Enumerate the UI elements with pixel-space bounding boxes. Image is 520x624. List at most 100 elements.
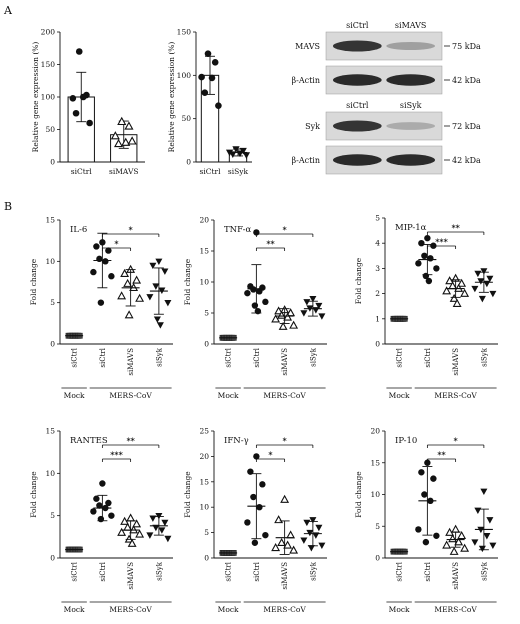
y-tick-label: 3 bbox=[375, 264, 380, 273]
data-point bbox=[86, 119, 93, 127]
chart-il6: 0 5 10 15 Fold change IL-6 siCtrl siCtrl siMAVS s… bbox=[29, 216, 173, 400]
data-point bbox=[433, 532, 440, 539]
data-point bbox=[96, 255, 103, 263]
data-point bbox=[120, 268, 130, 278]
data-point bbox=[427, 255, 434, 262]
lane-label: siMAVS bbox=[395, 21, 427, 30]
data-point bbox=[478, 545, 486, 553]
x-tick-label: siCtrl bbox=[200, 167, 222, 176]
significance-label: * bbox=[283, 225, 288, 235]
size-label: 75 kDa bbox=[452, 42, 481, 51]
x-tick-label: siMAVS bbox=[127, 562, 135, 590]
data-point bbox=[204, 50, 212, 57]
blot-band bbox=[386, 74, 436, 86]
y-tick-label: 15 bbox=[199, 247, 209, 256]
data-point bbox=[277, 537, 287, 547]
data-point bbox=[90, 268, 97, 276]
data-point bbox=[232, 146, 240, 153]
data-point bbox=[93, 495, 100, 502]
syk-blot: siCtrl siSyk Syk 72 kDa β-Actin 42 kDa bbox=[291, 101, 481, 175]
y-tick-label: 0 bbox=[375, 554, 380, 563]
data-point bbox=[471, 285, 479, 293]
data-point bbox=[424, 459, 431, 466]
data-point bbox=[318, 313, 326, 320]
data-point bbox=[75, 48, 83, 55]
x-tick-label: siSyk bbox=[228, 167, 249, 176]
x-tick-label: siCtrl bbox=[396, 561, 404, 581]
mavs-blot: siCtrl siMAVS MAVS 75 kDa β-Actin 42 kDa bbox=[291, 21, 481, 95]
significance-label: * bbox=[454, 436, 459, 446]
data-point bbox=[442, 540, 452, 549]
data-point bbox=[421, 491, 428, 498]
data-point bbox=[97, 515, 105, 523]
group-label: MERS-CoV bbox=[434, 391, 477, 400]
data-point bbox=[90, 508, 97, 515]
data-point bbox=[315, 524, 323, 532]
data-point bbox=[425, 277, 433, 285]
data-point bbox=[474, 270, 482, 278]
panel-label-b: B bbox=[4, 200, 12, 213]
data-point bbox=[121, 137, 131, 146]
y-tick-label: 10 bbox=[45, 469, 55, 478]
y-tick-label: 2 bbox=[375, 289, 380, 298]
data-point bbox=[445, 276, 455, 285]
y-axis-label: Fold change bbox=[183, 258, 192, 305]
group-label: MERS-CoV bbox=[263, 391, 306, 400]
lane-label: siSyk bbox=[400, 101, 422, 110]
y-tick-label: 0 bbox=[204, 554, 209, 563]
group-label: MERS-CoV bbox=[434, 605, 477, 614]
data-point bbox=[135, 529, 145, 538]
data-point bbox=[105, 247, 112, 254]
x-tick-label: siSyk bbox=[309, 561, 317, 581]
significance-label: ** bbox=[266, 239, 275, 249]
data-point bbox=[110, 131, 120, 140]
y-tick-label: 10 bbox=[45, 257, 55, 266]
data-point bbox=[430, 475, 437, 482]
size-label: 42 kDa bbox=[452, 76, 481, 85]
data-point bbox=[460, 288, 470, 297]
data-point bbox=[215, 102, 222, 109]
group-label: Mock bbox=[64, 391, 85, 400]
panel-label-a: A bbox=[3, 4, 13, 17]
data-point bbox=[278, 321, 288, 330]
data-point bbox=[161, 519, 169, 527]
data-point bbox=[286, 530, 296, 539]
significance-label: ** bbox=[437, 450, 446, 460]
data-point bbox=[126, 513, 136, 522]
data-point bbox=[102, 258, 109, 265]
data-point bbox=[289, 545, 299, 554]
chart-tnfa: 0 5 10 15 20 Fold change TNF-α siCtrl siCtrl siMA… bbox=[183, 216, 327, 400]
y-tick-label: 15 bbox=[199, 477, 209, 486]
data-point bbox=[72, 109, 80, 117]
data-point bbox=[460, 543, 470, 552]
data-point bbox=[161, 268, 169, 275]
y-tick-label: 5 bbox=[204, 309, 209, 318]
data-point bbox=[421, 252, 428, 259]
data-point bbox=[315, 302, 323, 310]
y-tick-label: 200 bbox=[41, 28, 56, 37]
blot-band bbox=[332, 74, 382, 86]
significance-label: * bbox=[283, 436, 288, 446]
y-tick-label: 50 bbox=[181, 114, 191, 123]
data-point bbox=[146, 294, 154, 301]
lane-label: siCtrl bbox=[346, 21, 369, 30]
chart-mip1a: 0 1 2 3 4 5 Fold change MIP-1α siCtrl siCtrl siMAV… bbox=[354, 214, 498, 400]
significance-label: ** bbox=[126, 436, 135, 446]
data-point bbox=[108, 512, 115, 519]
group-label: Mock bbox=[218, 391, 239, 400]
x-tick-label: siCtrl bbox=[71, 561, 79, 581]
data-point bbox=[300, 537, 308, 544]
y-axis-label: Relative gene expression (%) bbox=[167, 42, 176, 153]
data-point bbox=[415, 526, 422, 533]
data-point bbox=[164, 535, 172, 543]
significance-label: *** bbox=[435, 237, 448, 247]
y-tick-label: 20 bbox=[370, 427, 380, 436]
significance-label: * bbox=[114, 239, 119, 249]
data-point bbox=[303, 519, 311, 527]
data-point bbox=[117, 527, 127, 536]
data-point bbox=[418, 469, 425, 476]
data-point bbox=[307, 545, 315, 552]
data-point bbox=[127, 538, 137, 547]
x-tick-label: siCtrl bbox=[396, 347, 404, 367]
